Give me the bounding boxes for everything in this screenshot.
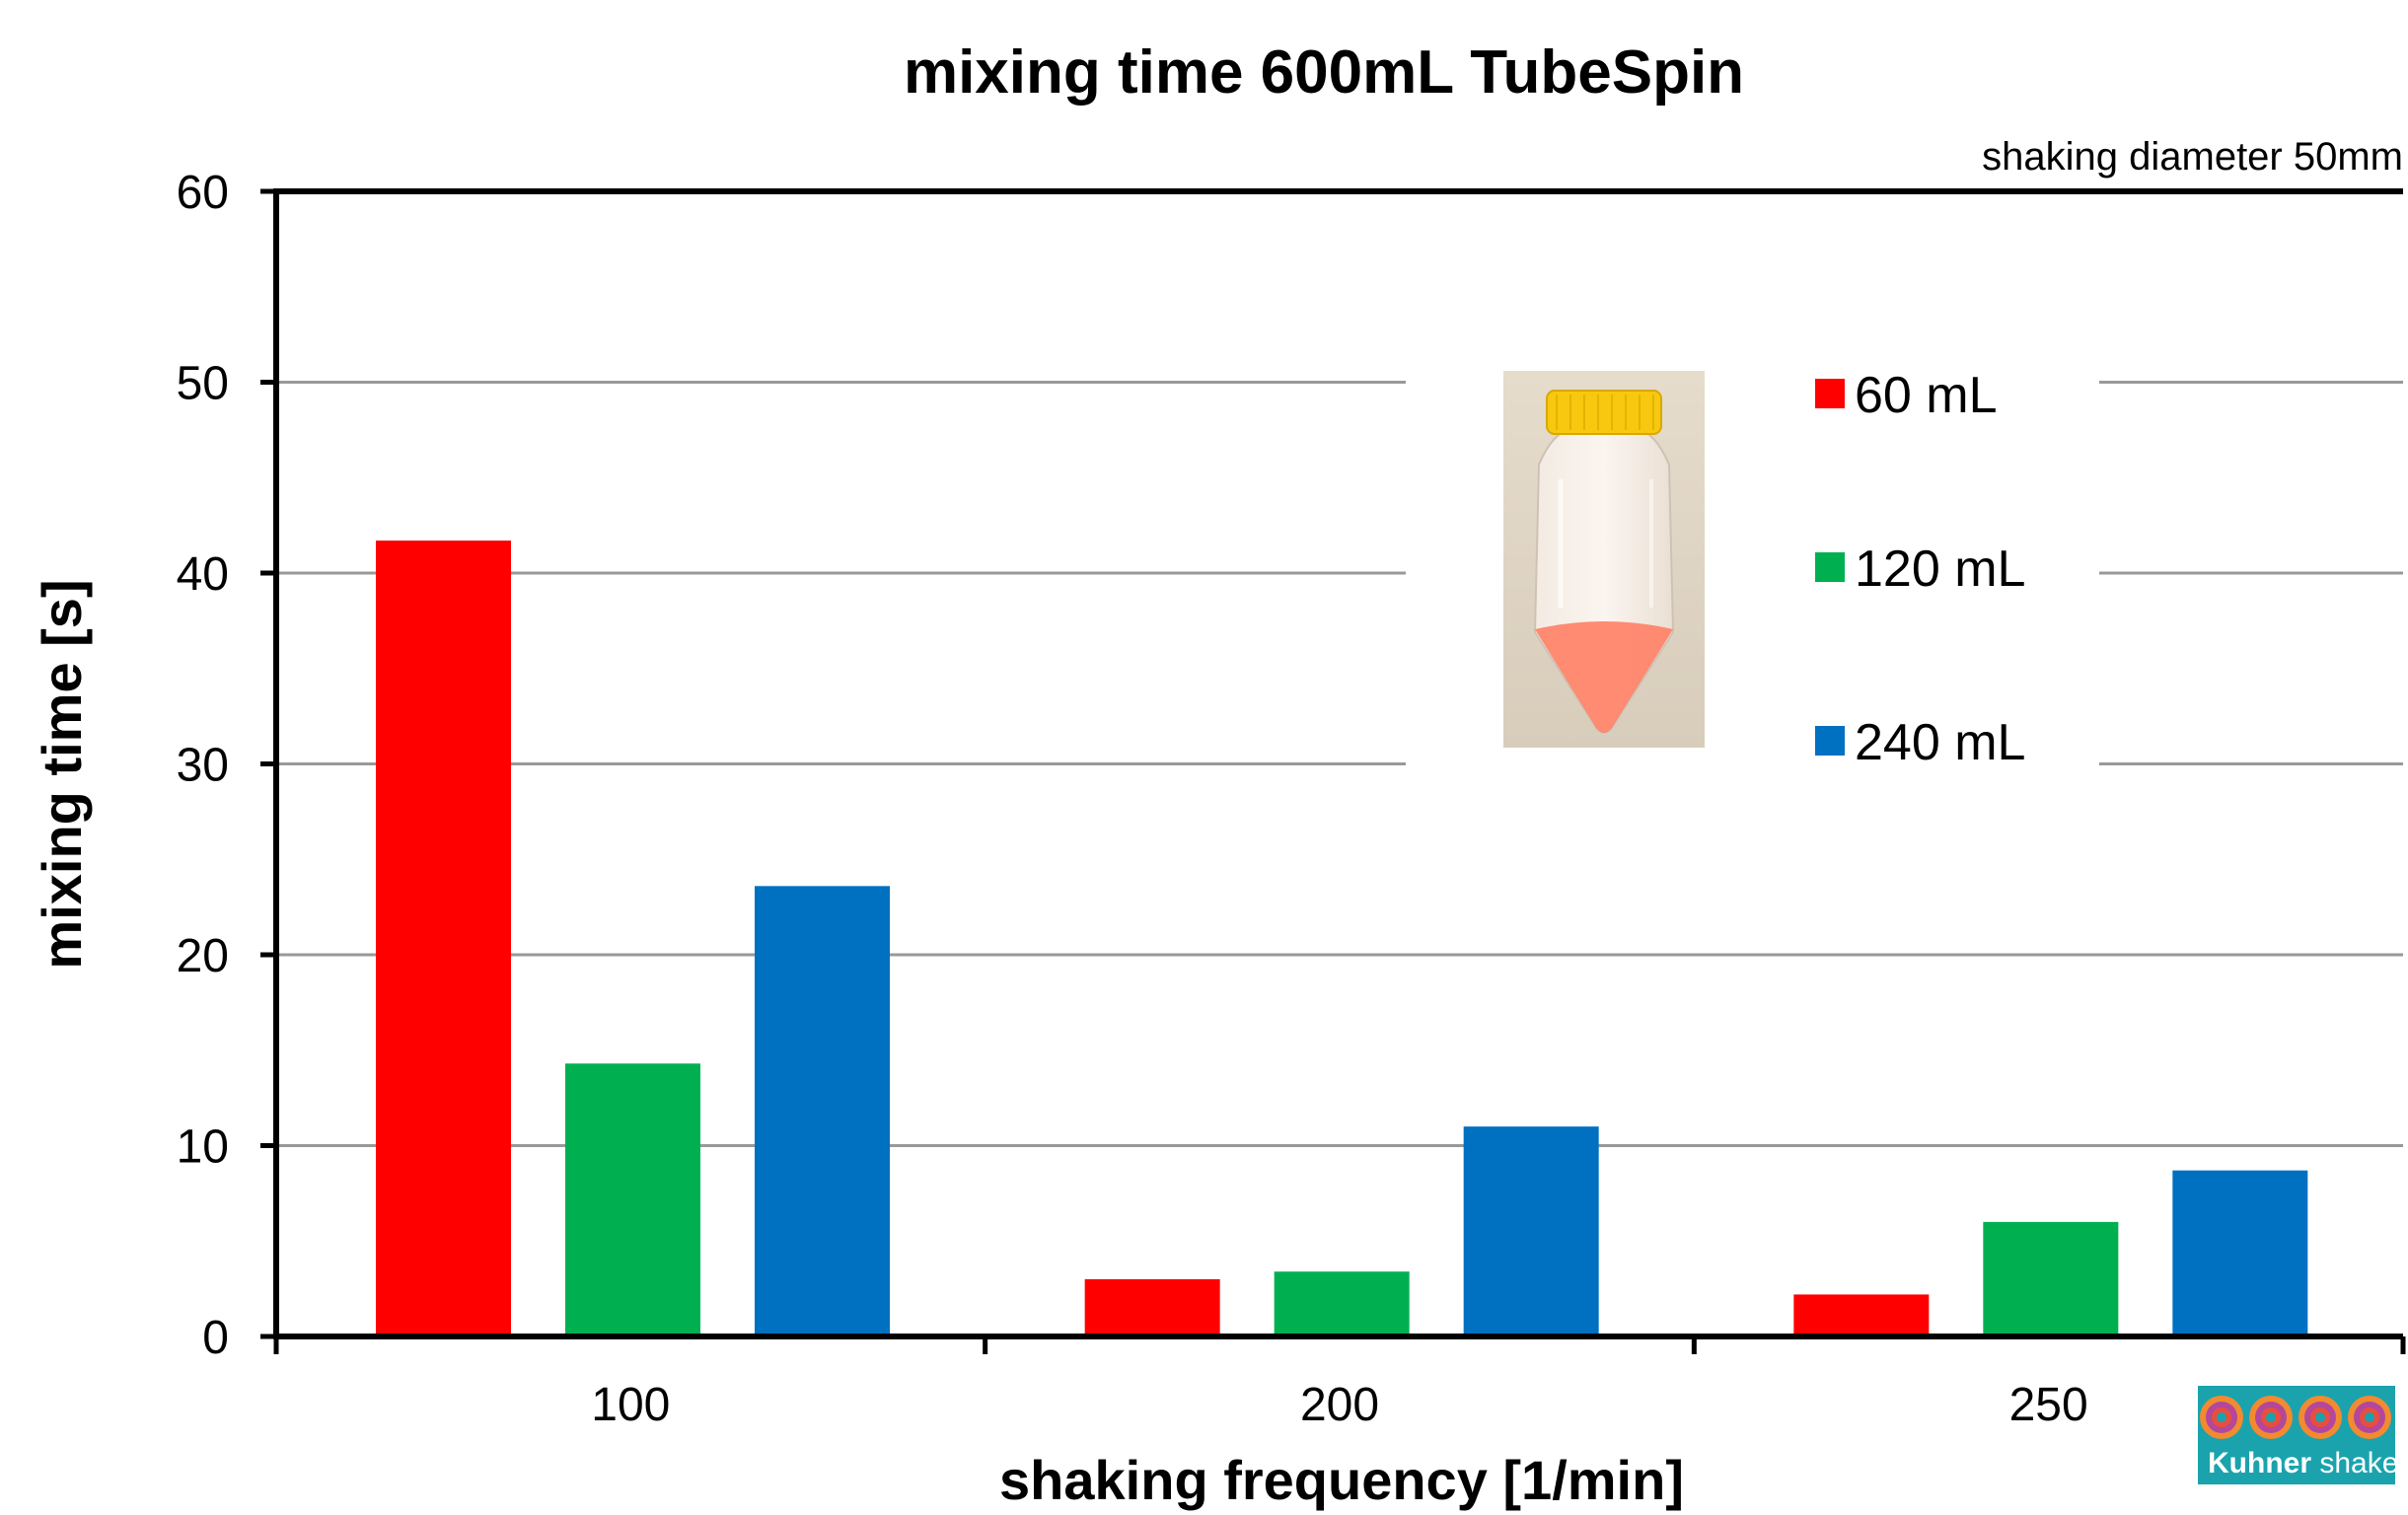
x-axis-label: shaking frequency [1/min] [999, 1449, 1684, 1511]
y-ticks: 0 10 20 30 40 50 60 [177, 167, 276, 1364]
liquid-icon [1535, 621, 1673, 733]
y-tick-label: 40 [177, 548, 229, 601]
y-axis-label: mixing time [s] [31, 579, 93, 969]
bar-120ml-200 [1274, 1271, 1410, 1336]
y-tick-label: 50 [177, 358, 229, 410]
legend-swatch [1815, 552, 1845, 582]
bar-120ml-100 [565, 1063, 700, 1336]
chart-subtitle: shaking diameter 50mm [1982, 135, 2403, 179]
bar-60ml-100 [376, 541, 511, 1336]
cap-icon [1546, 390, 1662, 435]
legend-label: 240 mL [1855, 714, 2025, 771]
inset-photo [1503, 371, 1705, 748]
bar-240ml-100 [755, 886, 890, 1336]
kuhner-logo: Kuhner shaker [2198, 1386, 2408, 1484]
x-tick-label: 200 [1300, 1379, 1379, 1431]
legend-swatch [1815, 379, 1845, 408]
bar-240ml-250 [2172, 1170, 2308, 1336]
x-tick-label: 100 [591, 1379, 670, 1431]
legend: 60 mL 120 mL 240 mL [1815, 367, 2025, 771]
y-tick-label: 0 [202, 1312, 229, 1364]
logo-wordmark: Kuhner shaker [2208, 1447, 2408, 1479]
bar-60ml-200 [1084, 1278, 1220, 1336]
chart-title: mixing time 600mL TubeSpin [904, 38, 1744, 107]
x-tick-label: 250 [2009, 1379, 2088, 1431]
y-tick-label: 60 [177, 167, 229, 219]
bars [376, 541, 2308, 1336]
legend-swatch [1815, 726, 1845, 756]
bar-240ml-200 [1463, 1126, 1599, 1336]
bar-60ml-250 [1793, 1294, 1930, 1336]
y-tick-label: 10 [177, 1121, 229, 1174]
x-ticks: 100 200 250 [273, 1336, 2406, 1431]
bar-120ml-250 [1983, 1221, 2119, 1336]
legend-label: 60 mL [1855, 367, 1998, 424]
y-tick-label: 20 [177, 930, 229, 982]
legend-label: 120 mL [1855, 541, 2025, 598]
grid-lines [276, 381, 2403, 1147]
y-tick-label: 30 [177, 740, 229, 792]
